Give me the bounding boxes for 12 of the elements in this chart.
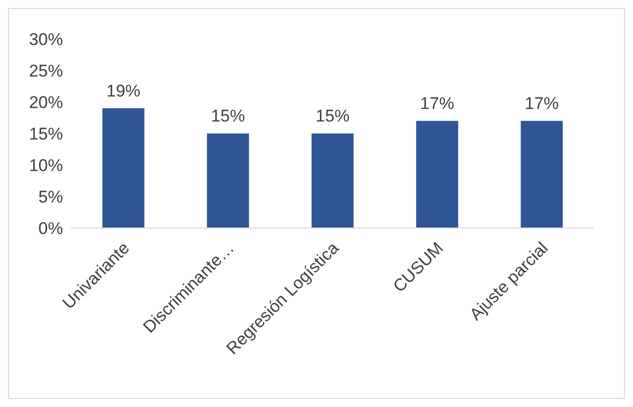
data-label: 17%	[420, 94, 454, 113]
y-tick-label: 30%	[28, 30, 63, 50]
y-tick-label: 5%	[38, 188, 63, 207]
y-tick-label: 20%	[28, 93, 63, 112]
data-label: 15%	[316, 106, 350, 126]
data-label: 19%	[106, 81, 140, 100]
data-label: 17%	[524, 94, 559, 113]
y-tick-label: 15%	[28, 124, 63, 144]
data-label: 15%	[210, 106, 245, 126]
y-tick-label: 10%	[28, 156, 63, 176]
y-tick-label: 25%	[28, 62, 63, 81]
y-tick-label: 0%	[38, 219, 63, 238]
